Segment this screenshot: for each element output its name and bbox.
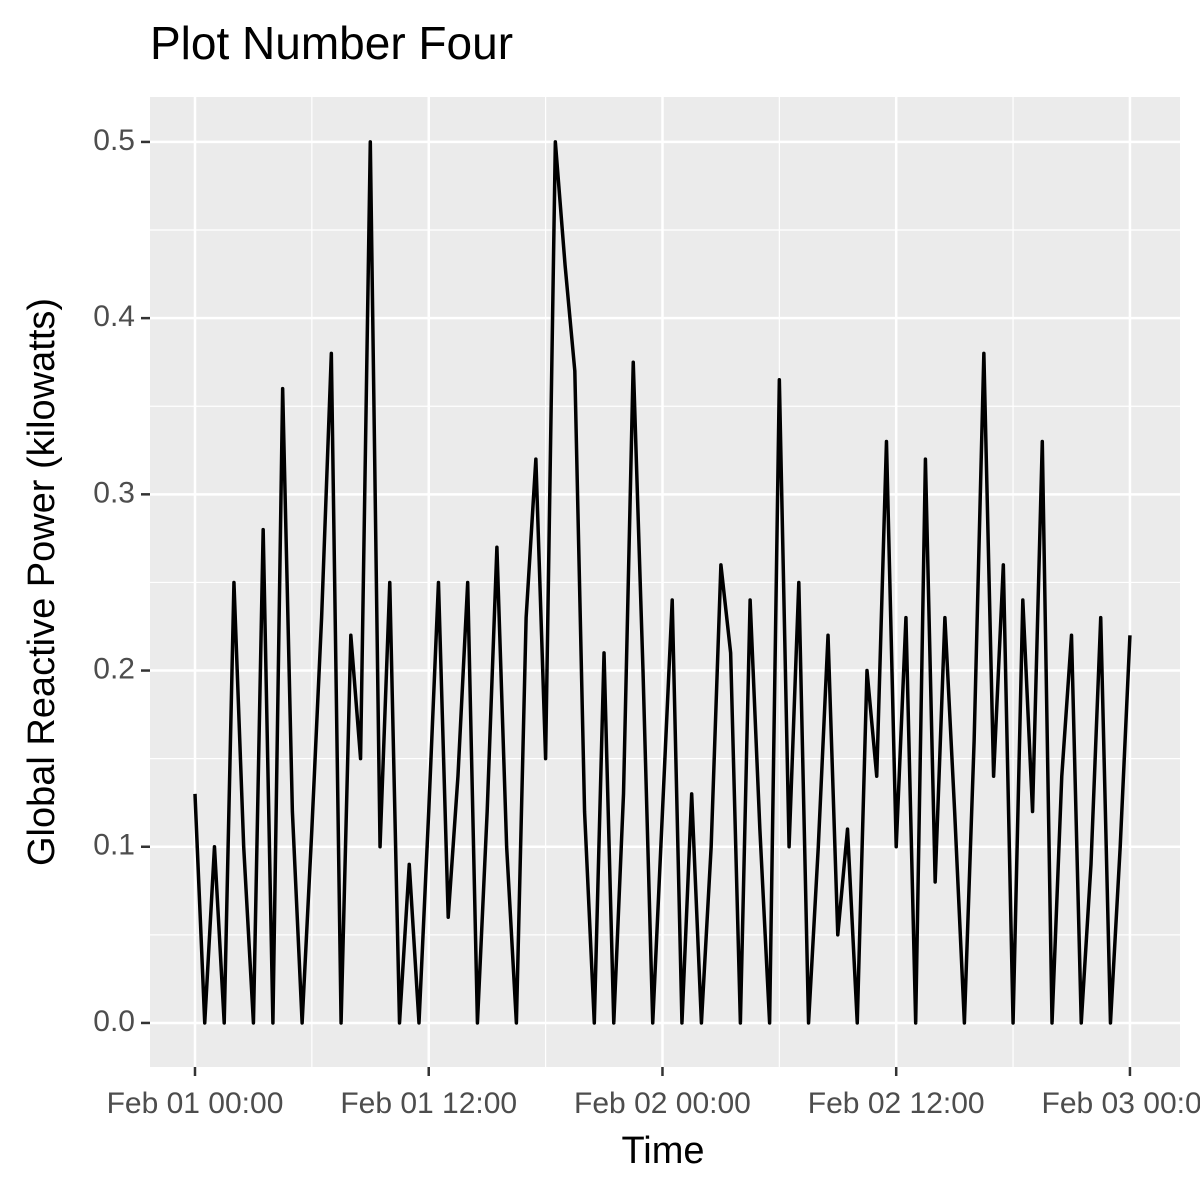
x-tick-label: Feb 02 12:00: [808, 1087, 985, 1120]
y-tick-label: 0.2: [93, 652, 135, 685]
y-tick-label: 0.3: [93, 476, 135, 509]
y-tick-label: 0.5: [93, 124, 135, 157]
y-tick-label: 0.0: [93, 1005, 135, 1038]
grid: [150, 97, 1180, 1067]
plot: [193, 140, 1132, 1025]
chart-title: Plot Number Four: [150, 17, 513, 69]
x-tick-label: Feb 02 00:00: [574, 1087, 751, 1120]
y-tick-label: 0.4: [93, 300, 135, 333]
x-tick-label: Feb 01 00:00: [107, 1087, 284, 1120]
data-line: [193, 140, 1132, 1025]
y-axis-title: Global Reactive Power (kilowatts): [21, 298, 63, 866]
x-tick-label: Feb 03 00:00: [1042, 1087, 1200, 1120]
x-axis-title: Time: [621, 1130, 704, 1172]
y-tick-label: 0.1: [93, 829, 135, 862]
x-tick-label: Feb 01 12:00: [340, 1087, 517, 1120]
